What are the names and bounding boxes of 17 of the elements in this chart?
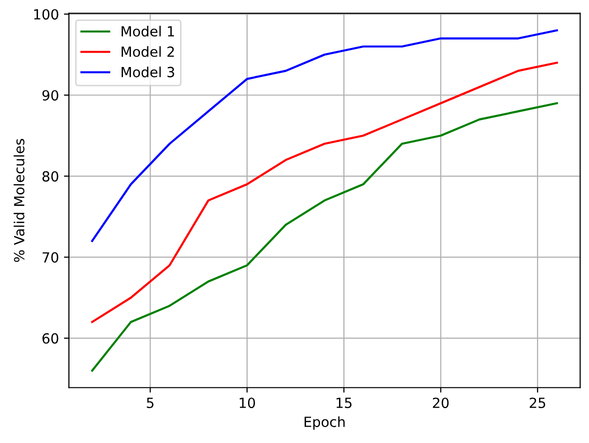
x-axis-title: Epoch: [304, 416, 345, 430]
line-series: [91, 102, 558, 372]
y-axis-title: % Valid Molecules: [14, 138, 24, 262]
x-tick-label: 10: [240, 398, 255, 408]
y-tick-label: 70: [42, 252, 58, 263]
x-tick-label: 20: [432, 398, 449, 408]
y-tick-label: 80: [42, 171, 58, 182]
x-tick-label: 5: [146, 398, 154, 408]
x-tick-label: 25: [530, 398, 546, 408]
x-tick-label: 15: [336, 398, 352, 408]
y-tick-label: 100: [34, 9, 58, 20]
legend-label: Model 3: [122, 66, 174, 78]
legend-label: Model 2: [122, 46, 174, 57]
y-tick-label: 90: [42, 90, 58, 101]
y-tick-label: 60: [42, 333, 58, 344]
legend-label: Model 1: [122, 26, 174, 37]
line-series: [91, 62, 558, 324]
